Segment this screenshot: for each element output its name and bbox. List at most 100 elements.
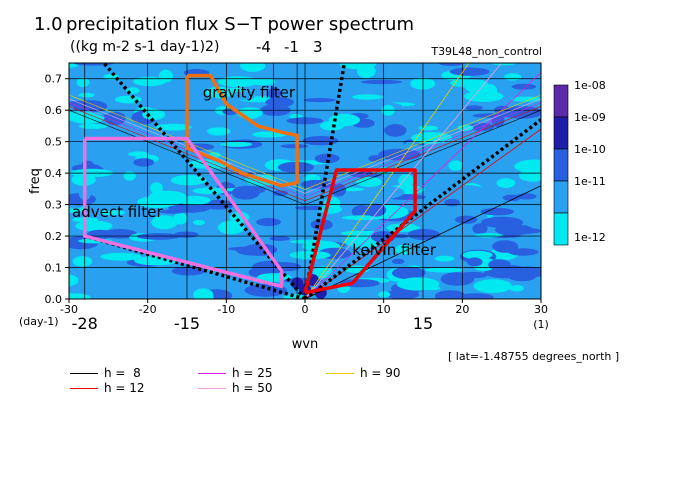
heat-blob <box>427 216 441 222</box>
dispersion-curve <box>69 94 541 190</box>
heat-blob <box>320 120 344 131</box>
page-title: precipitation flux S−T power spectrum <box>66 14 414 35</box>
heat-blob <box>78 92 95 98</box>
heat-blob <box>360 79 403 85</box>
colorbar-label: 1e-11 <box>574 175 606 188</box>
y-tick-label: 0.0 <box>45 293 63 306</box>
y-unit-label: (day-1) <box>19 315 59 328</box>
heat-blob <box>518 169 541 182</box>
heat-blob <box>272 190 288 197</box>
filter-1 <box>82 136 284 289</box>
run-name: T39L48_non_control <box>431 45 542 58</box>
legend-h12: h = 12 <box>70 381 145 395</box>
colorbar-swatch <box>553 212 569 246</box>
heat-blob <box>231 185 260 200</box>
dispersion-line <box>304 72 541 299</box>
heat-blob <box>418 125 439 131</box>
corner-number: 1.0 <box>34 14 63 35</box>
heat-blob <box>425 267 464 273</box>
colorbar-label: 1e-10 <box>574 143 606 156</box>
heat-blob <box>466 257 483 267</box>
heat-blob <box>69 293 91 299</box>
heat-blob <box>193 288 214 299</box>
heat-blob <box>500 106 541 119</box>
x-unit-label: (1) <box>533 318 549 331</box>
heat-blob <box>150 182 163 195</box>
heat-blob <box>438 63 464 66</box>
colorbar-label: 1e-12 <box>574 231 606 244</box>
colorbar-swatch <box>553 84 569 118</box>
lat-note: [ lat=-1.48755 degrees_north ] <box>448 350 620 363</box>
heat-blob <box>217 220 245 235</box>
x-marker-label: 15 <box>413 314 433 333</box>
heat-blob <box>192 187 228 195</box>
units-label: ((kg m-2 s-1 day-1)2) <box>70 39 220 55</box>
colorbar-swatch <box>553 116 569 150</box>
heat-blob <box>268 87 282 101</box>
top-marker-3: 3 <box>313 38 323 56</box>
x-tick-label: 30 <box>534 303 548 316</box>
x-axis-label: wvn <box>292 337 319 352</box>
legend-h25: h = 25 <box>198 366 273 380</box>
heat-blob <box>457 293 494 299</box>
heat-blob <box>443 185 488 198</box>
heat-blob <box>244 283 288 297</box>
heat-blob <box>235 92 255 100</box>
heat-blob <box>76 77 90 88</box>
heat-blob <box>159 209 186 214</box>
heat-blob <box>289 250 331 260</box>
heat-blob <box>140 196 182 207</box>
heat-blob <box>449 67 490 76</box>
heat-blob <box>251 78 276 86</box>
heat-blob <box>511 96 541 102</box>
heat-blob <box>78 123 108 129</box>
axes: -30 -20 -10 0 10 20 30 0.0 0.1 0.2 0.3 0.4 0.5 0.6 0.7… <box>19 73 549 352</box>
y-tick-label: 0.4 <box>45 167 63 180</box>
heat-blob <box>504 73 522 81</box>
x-tick-label: -30 <box>60 303 78 316</box>
legend-h8: h = 8 <box>70 366 141 380</box>
filter-0 <box>185 73 299 188</box>
heat-blob <box>508 248 539 256</box>
filter-label-0: gravity filter <box>203 84 296 102</box>
filter-2 <box>303 168 417 295</box>
x-marker-label: -15 <box>174 314 200 333</box>
heat-blob <box>378 291 391 298</box>
heat-blob <box>72 256 93 267</box>
heat-blob <box>123 171 136 181</box>
heat-blob <box>494 224 534 236</box>
top-marker-2: -1 <box>284 38 299 56</box>
x-tick-label: -20 <box>139 303 157 316</box>
y-tick-label: 0.3 <box>45 199 63 212</box>
heat-blob <box>240 63 266 72</box>
heat-blob <box>98 157 132 170</box>
y-tick-label: 0.2 <box>45 230 63 243</box>
heat-blob <box>170 175 207 186</box>
y-axis-label: freq <box>28 168 43 194</box>
heat-blob <box>177 195 211 205</box>
heat-blob <box>206 127 231 136</box>
heat-blob <box>434 255 455 262</box>
heat-blob <box>356 64 376 79</box>
heat-blob <box>473 279 513 293</box>
heat-blob <box>256 217 281 227</box>
heat-blob <box>396 277 440 291</box>
heat-blob <box>509 285 524 292</box>
heat-blob <box>352 94 383 100</box>
heat-blob <box>171 266 206 276</box>
heat-blob <box>398 174 414 188</box>
x-tick-label: 0 <box>302 303 309 316</box>
heat-blob <box>340 230 382 237</box>
dispersion-line <box>304 185 541 299</box>
heat-blob <box>455 215 478 224</box>
x-marker-label: -28 <box>72 314 98 333</box>
dispersion-curve <box>69 102 541 198</box>
heat-blob <box>464 90 504 102</box>
heat-blob <box>313 266 333 279</box>
heat-blob <box>75 220 113 232</box>
y-tick-label: 0.6 <box>45 104 63 117</box>
filter-label-2: kelvin filter <box>352 241 437 259</box>
heat-blob <box>329 101 366 108</box>
heat-blob <box>128 151 149 157</box>
heat-blob <box>155 123 192 131</box>
